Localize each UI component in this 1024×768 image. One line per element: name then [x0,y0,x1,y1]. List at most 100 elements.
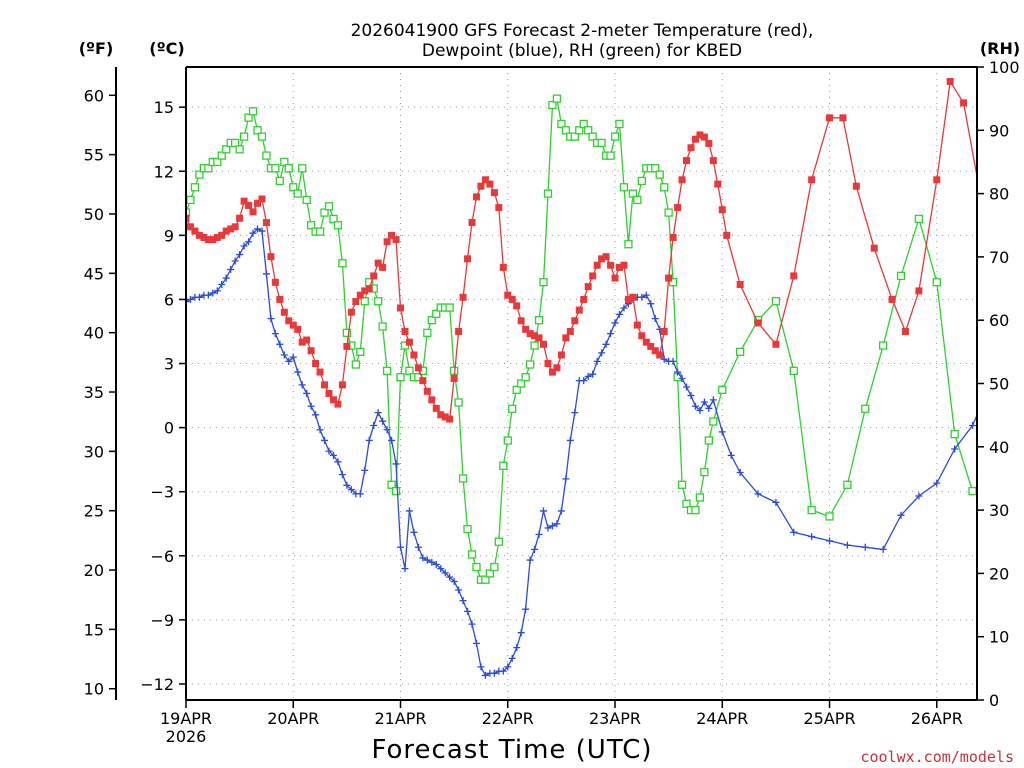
temperature-point [294,325,302,333]
temperature-point [615,263,623,271]
temperature-point [236,214,244,222]
rh-point [843,480,852,489]
temperature-point [754,319,762,327]
temperature-point [200,233,208,241]
dewpoint-point [262,270,270,278]
rh-point [682,499,691,508]
x-tick-sublabel: 2026 [166,727,207,746]
temperature-point [584,283,592,291]
rh-point [306,221,316,230]
temperature-point [553,364,561,372]
rh-point [280,157,289,167]
dewpoint-point [329,451,337,459]
temperature-point [289,321,297,329]
rh-tick-label: 30 [989,501,1009,520]
temperature-point [602,253,610,261]
temperature-point [419,377,427,385]
dewpoint-point [410,528,418,536]
temperature-point [321,381,329,389]
temperature-point [647,342,655,350]
dewpoint-point [526,556,534,564]
rh-series [186,94,994,584]
temperature-point [852,182,860,190]
temperature-point [325,389,333,397]
temperature-point [441,413,449,421]
temperature-point [276,295,284,303]
dewpoint-point [334,458,342,466]
temperature-point [334,400,342,408]
temperature-point [329,396,337,404]
rh-point [539,278,548,287]
temperature-point [826,114,834,122]
dewpoint-point [209,289,217,297]
rh-point [597,138,606,148]
temperature-point [437,411,445,419]
dewpoint-point [548,522,556,530]
rh-point [481,575,490,584]
dewpoint-point [933,479,941,487]
x-tick-label: 19APR [160,709,212,728]
temperature-point [352,298,360,306]
celsius-tick-label: 15 [154,98,174,117]
rh-point [356,347,365,357]
rh-point [664,208,673,217]
dewpoint-point [522,605,530,613]
dewpoint-point [213,287,221,295]
rh-point [275,176,284,186]
rh-tick-label: 90 [989,121,1009,140]
source-credit[interactable]: coolwx.com/models [860,748,1014,766]
temperature-point [687,144,695,152]
rh-point [248,107,258,116]
temperature-point [186,223,194,231]
dewpoint-point [638,293,646,301]
x-tick-label: 24APR [696,709,748,728]
x-tick-label: 22APR [482,709,534,728]
dewpoint-point [455,586,463,594]
rh-point [534,316,544,325]
dewpoint-point [861,543,869,551]
temperature-point [410,351,418,359]
dewpoint-point [285,357,293,365]
rh-tick-label: 40 [989,438,1009,457]
dewpoint-point [611,319,619,327]
dewpoint-point [593,357,601,365]
celsius-tick-label: 12 [154,162,174,181]
temperature-point [191,227,199,235]
dewpoint-point [468,620,476,628]
rh-point [615,119,624,129]
dewpoint-point [298,381,306,389]
dewpoint-point [557,507,565,515]
dewpoint-point [490,669,498,677]
dewpoint-point [499,667,507,675]
rh-point [427,316,436,325]
temperature-point [490,189,498,197]
rh-point [186,208,191,217]
temperature-point [870,244,878,252]
dewpoint-point [607,330,615,338]
fahrenheit-tick-label: 60 [84,86,104,105]
x-tick-label: 21APR [374,709,426,728]
temperature-point [946,78,954,86]
rh-point [950,429,959,439]
dewpoint-point [280,351,288,359]
fahrenheit-axis-label: (ºF) [79,39,114,58]
dewpoint-point [441,569,449,577]
rh-point [709,417,718,426]
rh-point [423,328,432,338]
temperature-point [414,364,422,372]
rh-tick-label: 60 [989,311,1009,330]
rh-point [521,373,530,382]
temperature-point [508,295,516,303]
temperature-point [401,327,409,335]
dewpoint-point [897,511,905,519]
rh-point [548,100,557,110]
dewpoint-point [696,407,704,415]
rh-point [987,469,994,476]
rh-point [235,145,244,154]
temperature-point [405,338,413,346]
rh-point [360,297,369,306]
x-axis-title: Forecast Time (UTC) [371,735,652,765]
temperature-point [642,338,650,346]
dewpoint-point [615,310,623,318]
